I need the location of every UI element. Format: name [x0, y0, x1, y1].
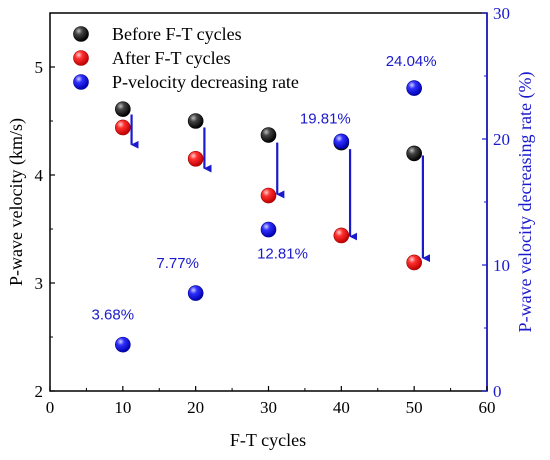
left-tick-label: 2	[35, 382, 44, 401]
legend-marker-before	[73, 26, 89, 42]
legend-marker-rate	[73, 74, 89, 90]
x-tick-label: 40	[333, 398, 350, 417]
data-points	[115, 80, 422, 353]
point-rate	[187, 285, 204, 301]
rate-labels: 3.68% 7.77% 12.81% 19.81% 24.04%	[92, 53, 437, 324]
right-tick-label: 10	[493, 256, 510, 275]
rate-label: 3.68%	[92, 307, 135, 324]
rate-label: 19.81%	[300, 110, 351, 127]
legend-marker-after	[73, 50, 89, 66]
rate-label: 24.04%	[386, 53, 437, 70]
right-axis-label: P-wave velocity decreasing rate (%)	[515, 72, 536, 333]
point-rate	[260, 221, 277, 238]
point-rate	[333, 133, 350, 150]
legend-label-after: After F-T cycles	[112, 48, 231, 68]
decrease-arrows	[130, 114, 431, 263]
left-tick-label: 3	[35, 274, 44, 293]
x-tick-label: 30	[260, 398, 277, 417]
right-tick-label: 0	[493, 382, 502, 401]
x-axis-label: F-T cycles	[230, 430, 306, 450]
rate-label: 12.81%	[257, 246, 308, 263]
point-after	[260, 187, 277, 204]
x-tick-label: 60	[479, 398, 496, 417]
rate-label: 7.77%	[156, 255, 199, 272]
point-after	[115, 119, 131, 136]
point-after	[333, 227, 350, 244]
x-axis-ticks: 0 10 20 30 40 50 60	[46, 386, 496, 417]
left-tick-label: 5	[35, 58, 44, 77]
x-tick-label: 20	[187, 398, 204, 417]
right-tick-label: 30	[493, 4, 510, 23]
point-before	[260, 127, 277, 143]
x-tick-label: 10	[114, 398, 131, 417]
point-after	[187, 151, 204, 167]
point-before	[406, 145, 422, 162]
left-tick-label: 4	[35, 166, 44, 185]
point-before	[187, 113, 204, 129]
legend-label-before: Before F-T cycles	[112, 24, 242, 44]
left-axis-label: P-wave velocity (km/s)	[6, 118, 27, 286]
x-tick-label: 0	[46, 398, 55, 417]
right-tick-label: 20	[493, 130, 510, 149]
legend-label-rate: P-velocity decreasing rate	[112, 72, 299, 92]
right-axis-ticks: 0 10 20 30	[482, 4, 510, 401]
legend: Before F-T cycles After F-T cycles P-vel…	[73, 24, 299, 92]
left-axis-ticks: 2 3 4 5	[35, 58, 55, 401]
point-after	[406, 254, 422, 271]
point-before	[115, 101, 131, 117]
x-tick-label: 50	[406, 398, 423, 417]
point-rate	[115, 336, 131, 353]
point-rate	[406, 80, 422, 96]
